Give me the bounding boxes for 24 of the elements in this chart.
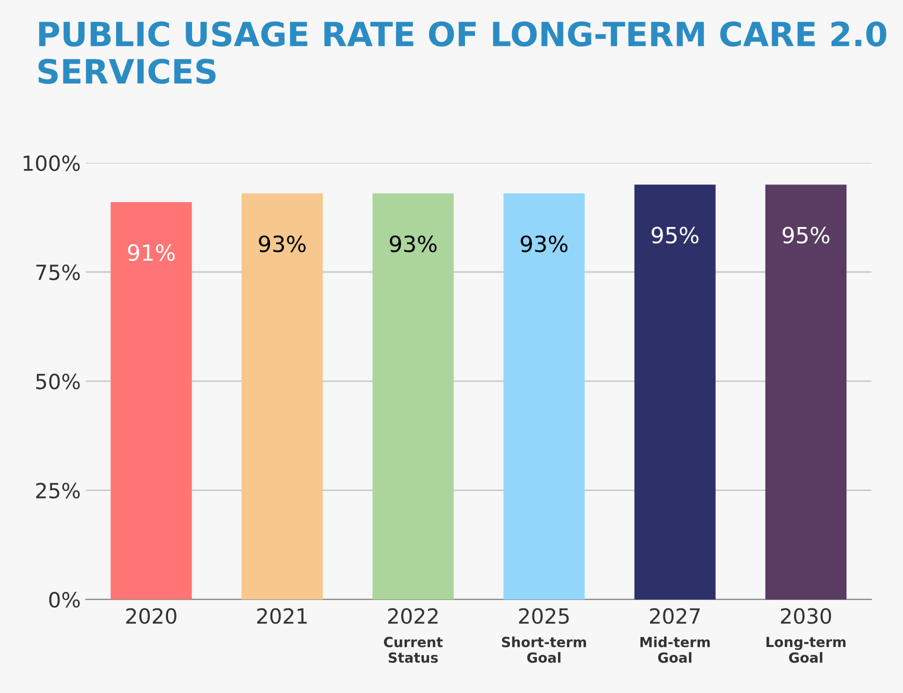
bar xyxy=(503,193,585,600)
chart-title: PUBLIC USAGE RATE OF LONG-TERM CARE 2.0 SERVICES xyxy=(38,21,886,84)
data-label: 95% xyxy=(782,226,830,244)
y-tick-label: 75% xyxy=(36,264,80,280)
bar xyxy=(765,184,847,600)
y-tick-label: 0% xyxy=(49,592,80,608)
data-label: 95% xyxy=(652,226,698,244)
bar xyxy=(634,184,716,600)
bar xyxy=(372,193,454,600)
data-label: 91% xyxy=(128,244,175,261)
x-tick-label: 2021 xyxy=(257,608,307,624)
data-label: 93% xyxy=(258,235,306,252)
category-label: 2030 Long-term Goal xyxy=(766,608,846,663)
category-label: 2025 Short-term Goal xyxy=(502,608,586,663)
y-tick-label: 100% xyxy=(24,155,80,172)
x-tick-label: 2020 xyxy=(126,608,176,624)
category-label: 2027 Mid-term Goal xyxy=(640,608,710,663)
bar xyxy=(242,193,323,600)
data-label: 93% xyxy=(390,235,437,252)
data-label: 93% xyxy=(520,235,568,252)
category-label: 2022 Current Status xyxy=(384,608,443,663)
y-tick-label: 25% xyxy=(36,482,80,499)
y-tick-label: 50% xyxy=(36,374,80,390)
bar xyxy=(110,202,192,600)
